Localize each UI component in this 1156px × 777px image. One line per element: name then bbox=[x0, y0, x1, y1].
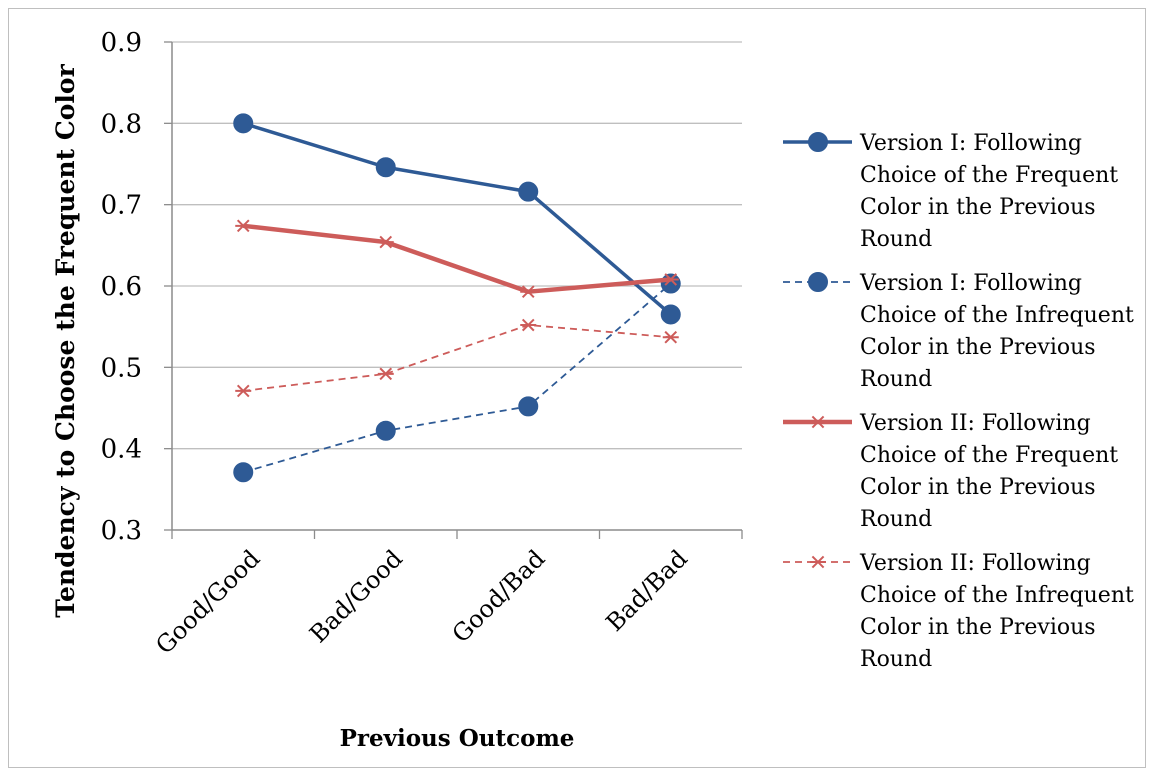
legend-marker-3 bbox=[810, 415, 826, 429]
legend-label-line: Choice of the Infrequent bbox=[860, 303, 1134, 328]
y-tick-label: 0.5 bbox=[101, 353, 142, 383]
series-3-point bbox=[662, 273, 679, 286]
series-2-point bbox=[375, 420, 396, 441]
series-1-point bbox=[518, 181, 539, 202]
legend-label-line: Round bbox=[860, 507, 932, 532]
legend-marker-1 bbox=[808, 132, 828, 152]
y-tick-label: 0.9 bbox=[101, 28, 142, 58]
y-tick-label: 0.8 bbox=[101, 109, 142, 139]
chart-frame bbox=[8, 8, 1146, 768]
legend-label-line: Version I: Following bbox=[859, 271, 1082, 296]
x-category-label: Bad/Good bbox=[304, 544, 408, 648]
legend-label-line: Color in the Previous bbox=[860, 475, 1096, 500]
series-line-2 bbox=[242, 282, 672, 474]
y-tick-label: 0.7 bbox=[101, 191, 142, 221]
legend-label-line: Round bbox=[860, 647, 932, 672]
legend-label-line: Choice of the Frequent bbox=[860, 163, 1118, 188]
y-tick-label: 0.3 bbox=[101, 516, 142, 546]
x-category-label: Good/Good bbox=[150, 544, 265, 659]
series-1-point bbox=[660, 304, 681, 325]
y-axis-title: Tendency to Choose the Frequent Color bbox=[51, 63, 80, 617]
legend-label-line: Color in the Previous bbox=[860, 335, 1096, 360]
legend-label-line: Version I: Following bbox=[859, 131, 1082, 156]
legend-label-line: Version II: Following bbox=[859, 411, 1091, 436]
x-axis-title: Previous Outcome bbox=[340, 725, 575, 752]
series-line-3 bbox=[242, 223, 671, 294]
series-3-point bbox=[520, 285, 537, 299]
series-4-point bbox=[520, 318, 537, 332]
legend-label-line: Choice of the Infrequent bbox=[860, 583, 1134, 608]
series-2-point bbox=[660, 273, 681, 294]
series-3-point bbox=[235, 219, 252, 233]
series-2-point bbox=[233, 462, 254, 483]
y-tick-label: 0.4 bbox=[101, 435, 142, 465]
x-category-label: Good/Bad bbox=[447, 544, 551, 648]
legend-marker-4 bbox=[810, 555, 826, 569]
series-4-point bbox=[235, 384, 252, 398]
series-4-point bbox=[662, 330, 679, 344]
legend-label-line: Round bbox=[860, 227, 932, 252]
series-2-point bbox=[518, 396, 539, 417]
series-4-point bbox=[377, 367, 394, 381]
legend-label-line: Choice of the Frequent bbox=[860, 443, 1118, 468]
legend-label-line: Version II: Following bbox=[859, 551, 1091, 576]
legend-marker-2 bbox=[808, 272, 828, 292]
series-3-point bbox=[377, 235, 394, 249]
y-tick-label: 0.6 bbox=[101, 272, 142, 302]
legend-label-line: Color in the Previous bbox=[860, 195, 1096, 220]
series-1-point bbox=[375, 157, 396, 178]
x-category-label: Bad/Bad bbox=[601, 544, 693, 636]
series-line-1 bbox=[242, 121, 672, 316]
series-line-4 bbox=[243, 324, 671, 392]
legend-label-line: Round bbox=[860, 367, 932, 392]
legend-label-line: Color in the Previous bbox=[860, 615, 1096, 640]
series-1-point bbox=[233, 113, 254, 134]
